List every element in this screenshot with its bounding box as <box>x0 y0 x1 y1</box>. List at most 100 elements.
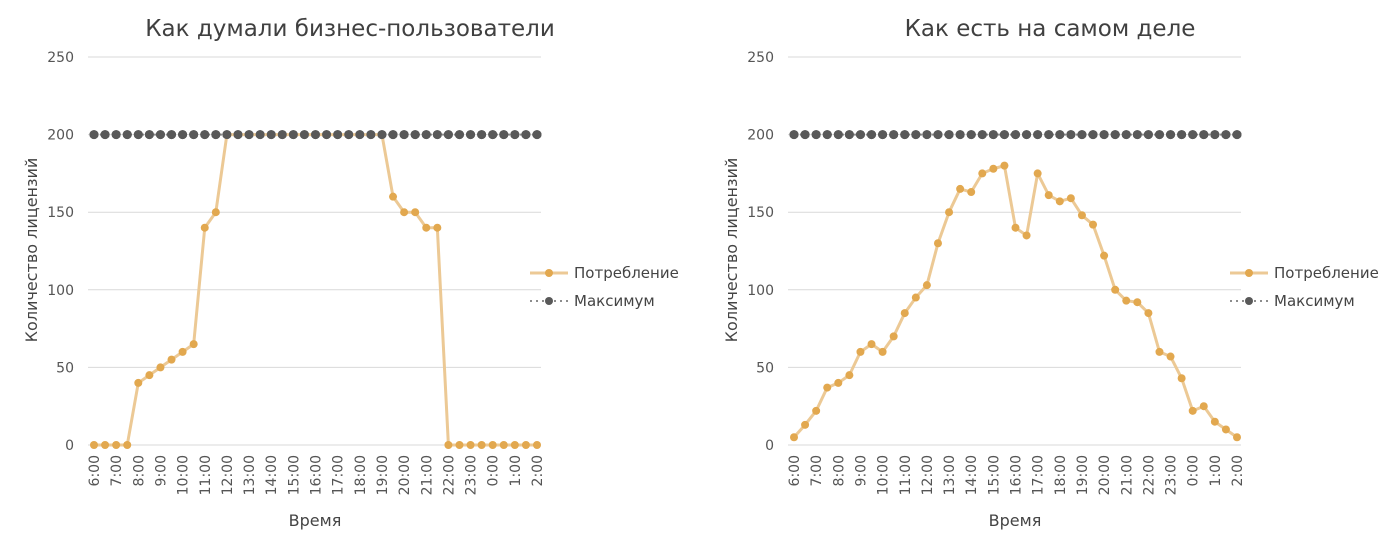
y-axis-title: Количество лицензий <box>722 158 741 343</box>
data-point-consumption <box>956 184 965 193</box>
data-point-consumption <box>1111 285 1120 294</box>
data-point-maximum <box>811 130 821 140</box>
data-point-maximum <box>133 130 143 140</box>
data-point-maximum <box>999 130 1009 140</box>
data-point-maximum <box>1022 130 1032 140</box>
data-point-consumption <box>1100 251 1109 260</box>
legend-marker <box>1245 269 1253 277</box>
data-point-consumption <box>112 441 121 449</box>
data-point-maximum <box>344 130 354 140</box>
data-point-consumption <box>90 441 98 449</box>
data-point-consumption <box>211 208 220 217</box>
data-point-consumption <box>1199 402 1208 411</box>
data-point-maximum <box>211 130 221 140</box>
data-point-consumption <box>1044 191 1053 200</box>
x-tick-label: 12:00 <box>920 455 936 495</box>
x-tick-label: 13:00 <box>242 455 258 495</box>
data-point-consumption <box>1022 231 1031 240</box>
data-point-maximum <box>521 130 531 140</box>
data-point-maximum <box>222 130 232 140</box>
x-tick-label: 13:00 <box>942 455 958 495</box>
data-point-maximum <box>100 130 110 140</box>
data-point-maximum <box>1132 130 1142 140</box>
data-point-maximum <box>1143 130 1153 140</box>
legend-label: Максимум <box>1274 292 1355 310</box>
data-point-consumption <box>499 441 508 449</box>
data-point-maximum <box>844 130 854 140</box>
data-point-maximum <box>1033 130 1043 140</box>
data-point-consumption <box>422 223 431 232</box>
data-point-maximum <box>355 130 365 140</box>
data-point-consumption <box>1011 223 1020 232</box>
chart-expected: Как думали бизнес-пользователи 0 50 100 150 2… <box>22 16 679 530</box>
data-point-consumption <box>922 281 931 290</box>
data-point-consumption <box>1233 433 1241 442</box>
x-tick-label: 19:00 <box>1075 455 1091 495</box>
data-point-maximum <box>233 130 243 140</box>
chart-actual: Как есть на самом деле 0 50 100 150 200 250 6:0… <box>722 16 1379 530</box>
y-tick-label: 200 <box>47 128 74 144</box>
data-point-consumption <box>1144 309 1153 318</box>
data-point-maximum <box>1110 130 1120 140</box>
data-point-consumption <box>145 371 154 380</box>
data-point-maximum <box>1199 130 1209 140</box>
legend-label: Потребление <box>1274 264 1379 282</box>
data-point-maximum <box>488 130 498 140</box>
data-point-maximum <box>1055 130 1065 140</box>
data-point-maximum <box>833 130 843 140</box>
data-point-maximum <box>900 130 910 140</box>
x-tick-label: 9:00 <box>853 455 869 486</box>
x-tick-label: 22:00 <box>1141 455 1157 495</box>
data-point-maximum <box>1066 130 1076 140</box>
data-point-consumption <box>1166 352 1175 361</box>
y-tick-label: 0 <box>765 438 774 454</box>
data-point-maximum <box>822 130 832 140</box>
data-point-maximum <box>977 130 987 140</box>
series-line-consumption <box>792 164 1238 439</box>
data-point-maximum <box>432 130 442 140</box>
data-point-maximum <box>388 130 398 140</box>
data-point-maximum <box>1232 130 1242 140</box>
data-point-consumption <box>389 192 398 201</box>
data-point-maximum <box>800 130 810 140</box>
data-point-maximum <box>144 130 154 140</box>
x-tick-label: 7:00 <box>809 455 825 486</box>
data-point-maximum <box>288 130 298 140</box>
x-tick-label: 23:00 <box>1164 455 1180 495</box>
data-point-consumption <box>856 347 865 356</box>
data-point-maximum <box>377 130 387 140</box>
x-tick-label: 8:00 <box>131 455 147 486</box>
data-point-consumption <box>521 441 530 449</box>
y-tick-label: 50 <box>756 360 774 376</box>
x-tick-label: 16:00 <box>1009 455 1025 495</box>
data-point-maximum <box>244 130 254 140</box>
data-point-consumption <box>978 169 987 178</box>
x-tick-label: 10:00 <box>876 455 892 495</box>
data-point-maximum <box>155 130 165 140</box>
data-point-maximum <box>200 130 210 140</box>
data-point-consumption <box>444 441 453 449</box>
x-tick-label: 2:00 <box>530 455 546 486</box>
data-point-maximum <box>789 130 799 140</box>
legend-marker <box>545 297 553 305</box>
data-point-maximum <box>988 130 998 140</box>
data-point-maximum <box>933 130 943 140</box>
data-point-maximum <box>532 130 542 140</box>
data-point-maximum <box>1044 130 1054 140</box>
x-tick-label: 21:00 <box>1119 455 1135 495</box>
y-tick-label: 200 <box>747 128 774 144</box>
data-point-consumption <box>1000 161 1009 170</box>
data-point-consumption <box>911 293 920 302</box>
data-point-maximum <box>178 130 188 140</box>
data-point-maximum <box>966 130 976 140</box>
data-point-consumption <box>834 378 843 387</box>
data-point-consumption <box>1188 406 1197 415</box>
x-tick-label: 20:00 <box>1097 455 1113 495</box>
x-tick-label: 17:00 <box>331 455 347 495</box>
x-tick-label: 22:00 <box>441 455 457 495</box>
x-tick-label: 14:00 <box>264 455 280 495</box>
data-point-maximum <box>421 130 431 140</box>
data-point-consumption <box>823 383 832 392</box>
x-tick-label: 15:00 <box>286 455 302 495</box>
x-tick-label: 0:00 <box>486 455 502 486</box>
